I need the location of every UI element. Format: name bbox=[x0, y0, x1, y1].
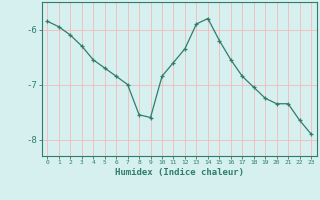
X-axis label: Humidex (Indice chaleur): Humidex (Indice chaleur) bbox=[115, 168, 244, 177]
